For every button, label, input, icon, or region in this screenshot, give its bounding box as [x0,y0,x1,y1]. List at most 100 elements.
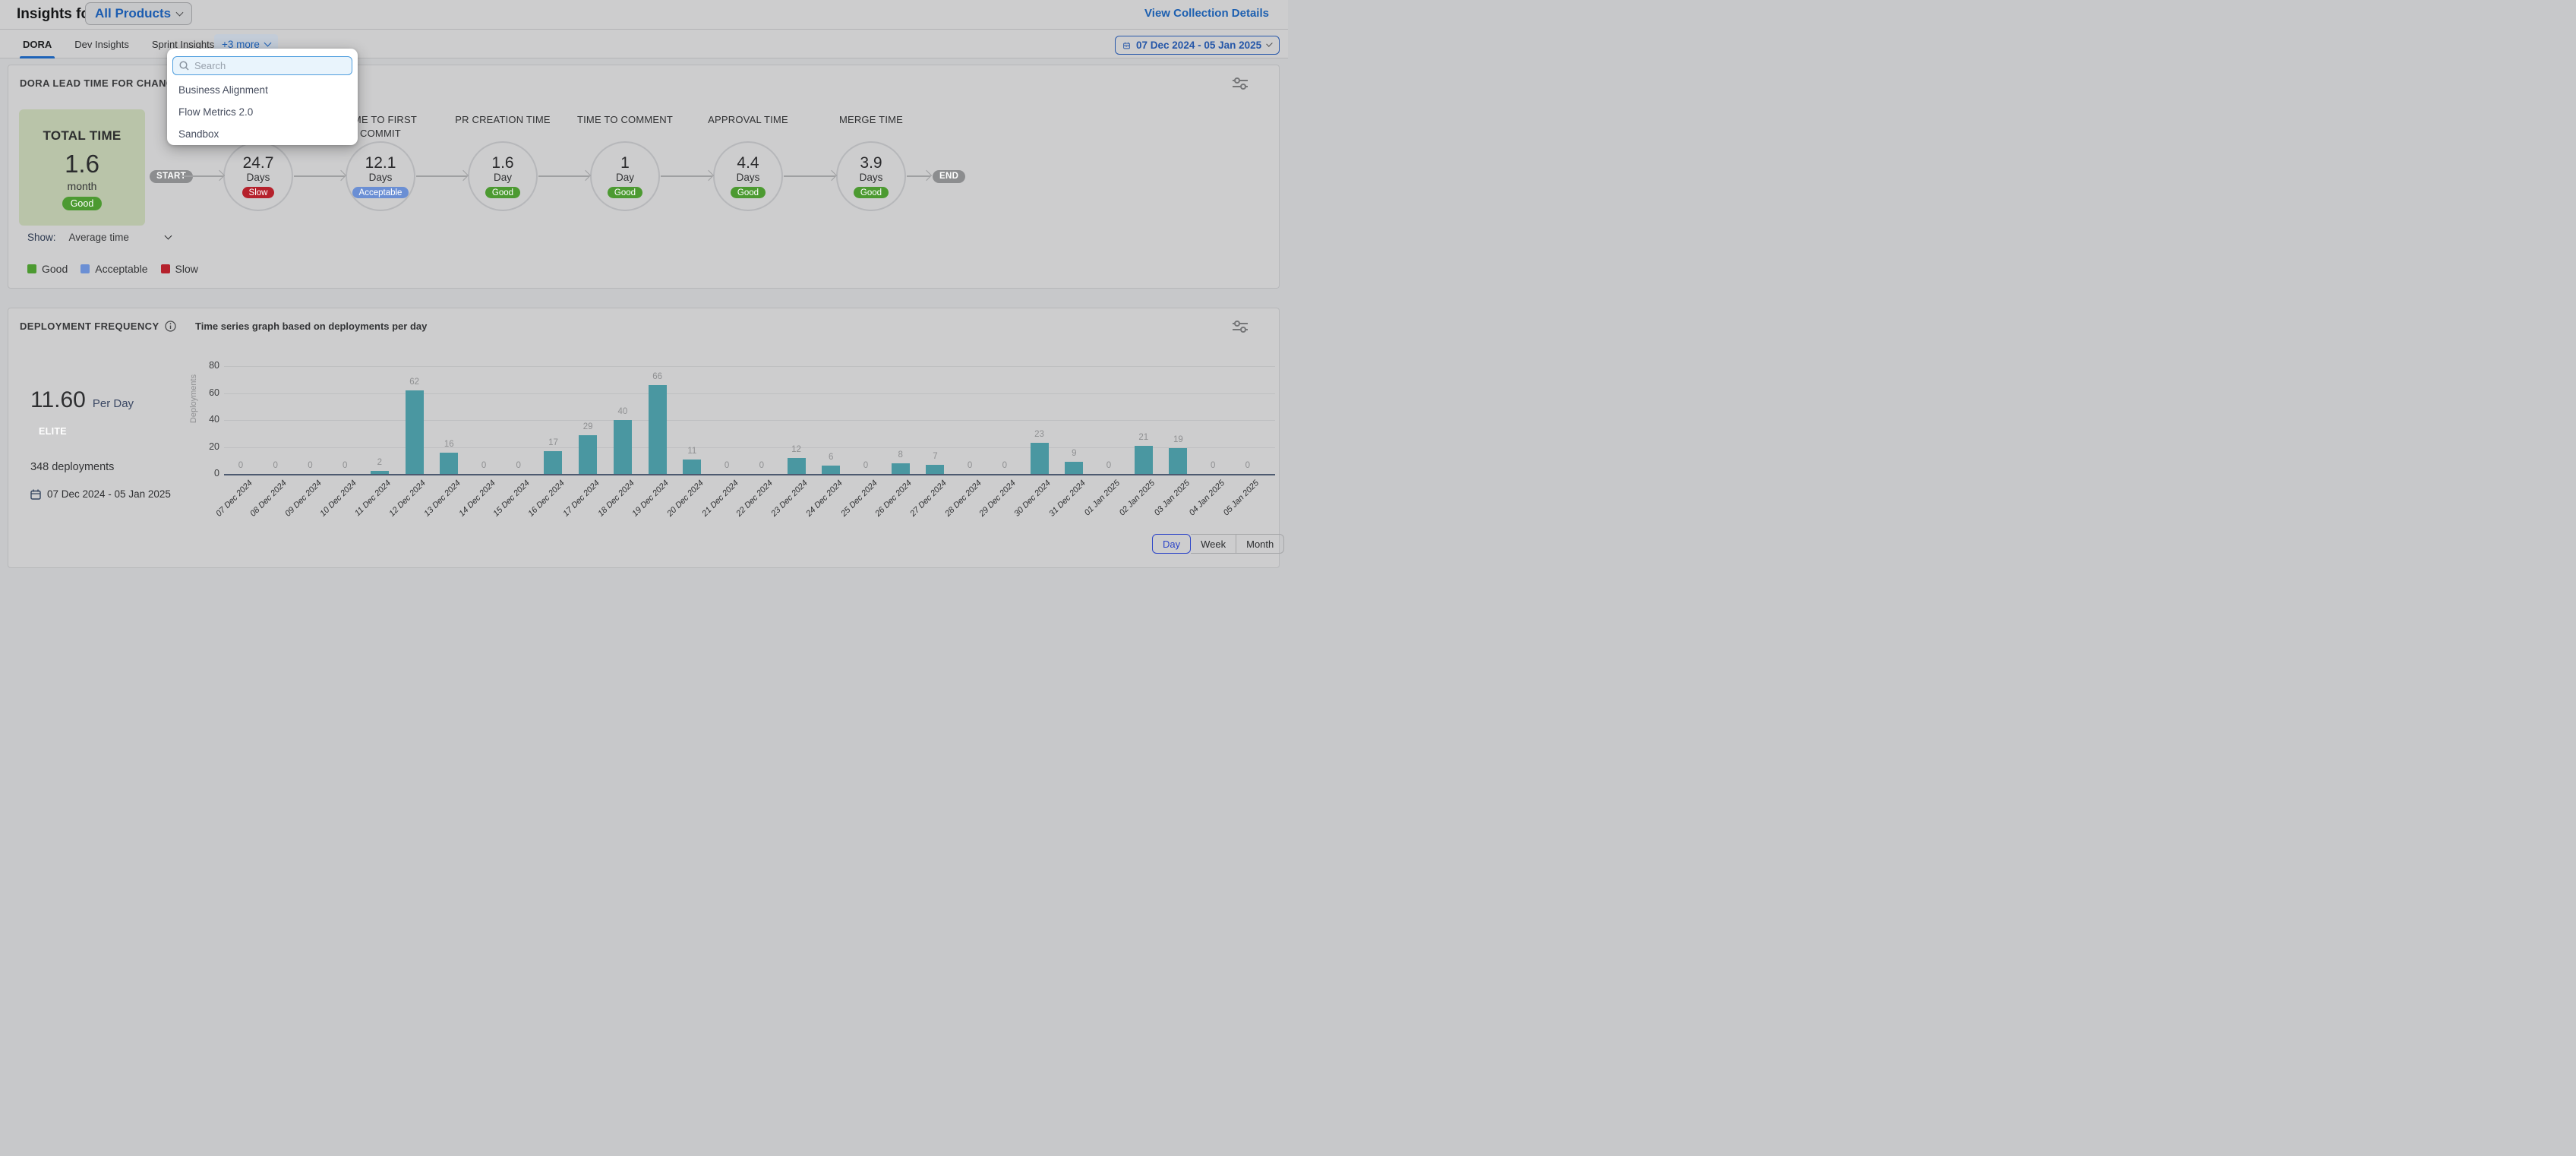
view-toggle-month[interactable]: Month [1236,534,1285,554]
x-tick-label: 03 Jan 2025 [1152,479,1192,518]
bar-17-Dec-2024[interactable] [579,434,598,474]
flow-arrow [182,175,223,177]
bar-30-Dec-2024[interactable] [1030,443,1049,474]
more-tabs-dropdown: Business Alignment Flow Metrics 2.0 Sandbo… [167,49,358,145]
x-tick-label: 18 Dec 2024 [595,479,636,519]
x-tick-label: 27 Dec 2024 [908,479,949,519]
bar-16-Dec-2024[interactable] [544,450,563,474]
stage-status-badge: Good [607,187,643,198]
chevron-down-icon [264,39,272,46]
view-collection-details-link[interactable]: View Collection Details [1144,7,1269,20]
bar-value-label: 8 [898,450,903,460]
search-icon [179,61,189,71]
insights-dashboard: { "header": { "title": "Insights for", "… [0,0,1288,578]
bar-18-Dec-2024[interactable] [613,420,632,474]
status-legend: Good Acceptable Slow [27,263,198,275]
bar-12-Dec-2024[interactable] [405,390,424,474]
menu-item-flow-metrics-2-0[interactable]: Flow Metrics 2.0 [178,106,254,118]
view-toggle-week[interactable]: Week [1191,534,1237,554]
x-tick-label: 29 Dec 2024 [977,479,1018,519]
menu-item-sandbox[interactable]: Sandbox [178,128,219,140]
bar-02-Jan-2025[interactable] [1134,445,1153,474]
bar-24-Dec-2024[interactable] [822,466,841,474]
calendar-icon [1123,42,1130,49]
stage-value: 3.9 [860,154,882,172]
deployment-panel-title: DEPLOYMENT FREQUENCY [20,321,176,332]
stage-unit: Day [615,172,634,183]
x-tick-label: 13 Dec 2024 [422,479,462,519]
x-tick-label: 02 Jan 2025 [1117,479,1157,518]
bar-11-Dec-2024[interactable] [370,471,389,474]
x-tick-label: 09 Dec 2024 [283,479,324,519]
bar-value-label: 0 [308,461,313,470]
deployment-rate: 11.60 Per Day [30,388,134,412]
bar-03-Jan-2025[interactable] [1169,448,1188,474]
deployment-rate-value: 11.60 [30,387,86,412]
x-tick-label: 14 Dec 2024 [456,479,497,519]
bar-value-label: 40 [617,407,628,417]
x-tick-label: 25 Dec 2024 [838,479,879,519]
bar-value-label: 0 [1210,461,1216,470]
stage-status-badge: Slow [242,187,275,198]
gridline [224,393,1275,394]
tab-dev-insights[interactable]: Dev Insights [74,30,129,58]
bar-26-Dec-2024[interactable] [891,463,910,474]
tab-dora[interactable]: DORA [19,30,55,58]
gridline [224,447,1275,448]
total-time-label: TOTAL TIME [43,128,122,143]
chevron-down-icon [175,8,184,16]
bar-value-label: 11 [687,446,697,456]
menu-item-business-alignment[interactable]: Business Alignment [178,84,268,96]
total-time-status-badge: Good [62,197,103,210]
bar-20-Dec-2024[interactable] [683,459,702,474]
bar-value-label: 16 [444,439,454,449]
bar-31-Dec-2024[interactable] [1065,462,1084,474]
chevron-down-icon [164,232,172,240]
bar-13-Dec-2024[interactable] [440,452,459,474]
stage-unit: Days [859,172,883,183]
collection-selector-label: All Products [95,6,172,21]
x-tick-label: 31 Dec 2024 [1047,479,1088,519]
stage-label: APPROVAL TIME [708,114,788,125]
show-label: Show: [27,232,56,243]
dropdown-menu: Business Alignment Flow Metrics 2.0 Sandbo… [167,79,358,145]
stage-label: MERGE TIME [838,114,904,125]
bar-value-label: 19 [1173,435,1183,445]
collection-selector-button[interactable]: All Products [85,2,193,25]
bar-value-label: 7 [933,451,938,461]
view-toggle-day[interactable]: Day [1152,534,1192,554]
stage-value: 12.1 [365,154,396,172]
x-tick-label: 05 Jan 2025 [1222,479,1261,518]
bar-value-label: 23 [1034,430,1044,440]
date-range-label: 07 Dec 2024 - 05 Jan 2025 [1136,39,1262,51]
tab-sprint-insights[interactable]: Sprint Insights [152,30,214,58]
x-tick-label: 16 Dec 2024 [526,479,567,519]
stage-circle-2: 12.1 Days Acceptable [346,141,415,211]
flow-arrow [294,175,345,177]
bar-19-Dec-2024[interactable] [648,385,667,474]
x-tick-label: 23 Dec 2024 [769,479,810,519]
bar-23-Dec-2024[interactable] [787,457,806,474]
total-time-card: TOTAL TIME 1.6 month Good [19,109,145,226]
bar-value-label: 0 [481,461,487,470]
stage-value: 24.7 [242,154,274,172]
bar-value-label: 0 [967,461,973,470]
bar-value-label: 0 [238,461,244,470]
bar-27-Dec-2024[interactable] [926,464,945,474]
panel-settings-icon[interactable] [1232,77,1249,90]
stage-label: PR CREATION TIME [455,114,551,125]
y-tick-label: 20 [209,441,219,452]
more-tabs-label: +3 more [222,38,260,50]
show-selector[interactable]: Show: Average time [27,232,172,243]
stage-status-badge: Acceptable [352,187,409,198]
stage-circle-1: 24.7 Days Slow [223,141,293,211]
panel-settings-icon[interactable] [1232,320,1249,333]
bar-value-label: 62 [409,377,419,387]
date-range-picker[interactable]: 07 Dec 2024 - 05 Jan 2025 [1115,36,1280,55]
info-icon[interactable] [164,321,176,332]
x-tick-label: 12 Dec 2024 [387,479,428,519]
x-tick-label: 17 Dec 2024 [561,479,601,519]
x-tick-label: 15 Dec 2024 [491,479,532,519]
search-input[interactable] [194,60,331,71]
dropdown-search[interactable] [172,56,352,75]
